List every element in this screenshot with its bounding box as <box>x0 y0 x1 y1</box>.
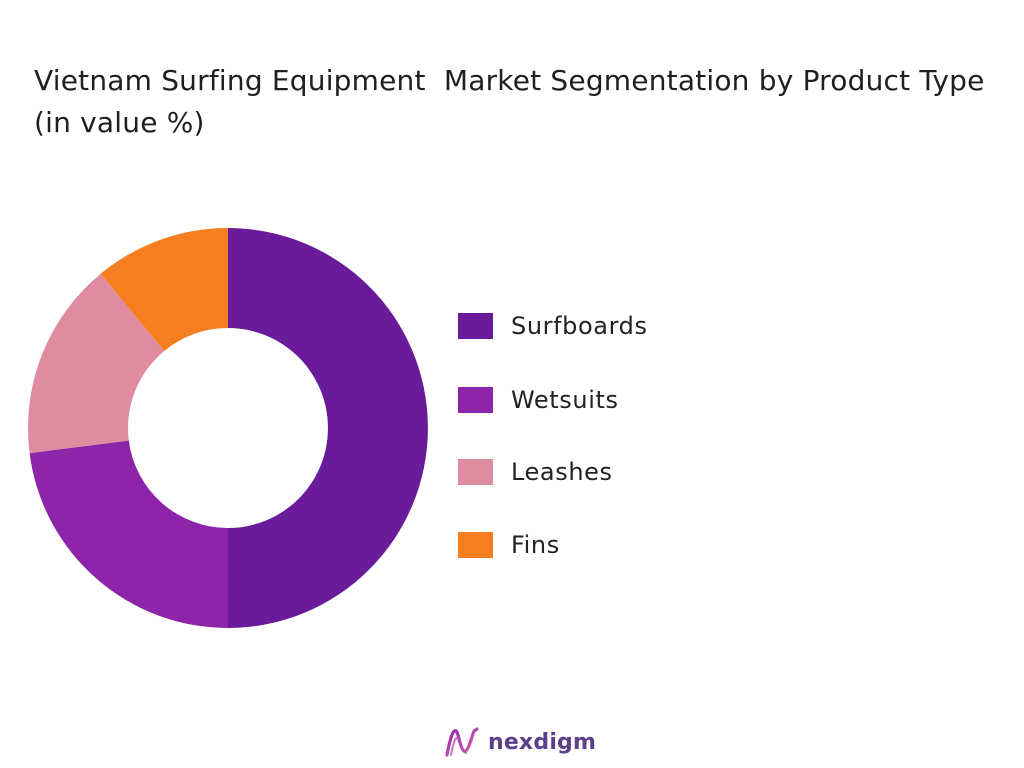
legend-label: Fins <box>511 531 560 559</box>
brand-name: nexdigm <box>488 729 597 755</box>
legend-swatch <box>458 313 493 339</box>
legend-item-leashes: Leashes <box>458 452 613 492</box>
brand-logo: nexdigm <box>444 722 596 762</box>
donut-slice-leashes <box>27 273 165 454</box>
legend-swatch <box>458 532 493 558</box>
legend-item-surfboards: Surfboards <box>458 306 648 346</box>
legend-item-fins: Fins <box>458 525 560 565</box>
donut-slice-surfboards <box>228 228 428 628</box>
chart-title: Vietnam Surfing Equipment Market Segment… <box>34 64 1003 139</box>
donut-slice-wetsuits <box>29 440 229 628</box>
legend-item-wetsuits: Wetsuits <box>458 380 619 420</box>
nexdigm-wave-icon <box>445 727 479 757</box>
legend-label: Leashes <box>511 458 613 486</box>
donut-slice-fins <box>100 228 228 351</box>
legend-label: Wetsuits <box>511 386 619 414</box>
legend-swatch <box>458 387 493 413</box>
legend-label: Surfboards <box>511 312 648 340</box>
legend-swatch <box>458 459 493 485</box>
